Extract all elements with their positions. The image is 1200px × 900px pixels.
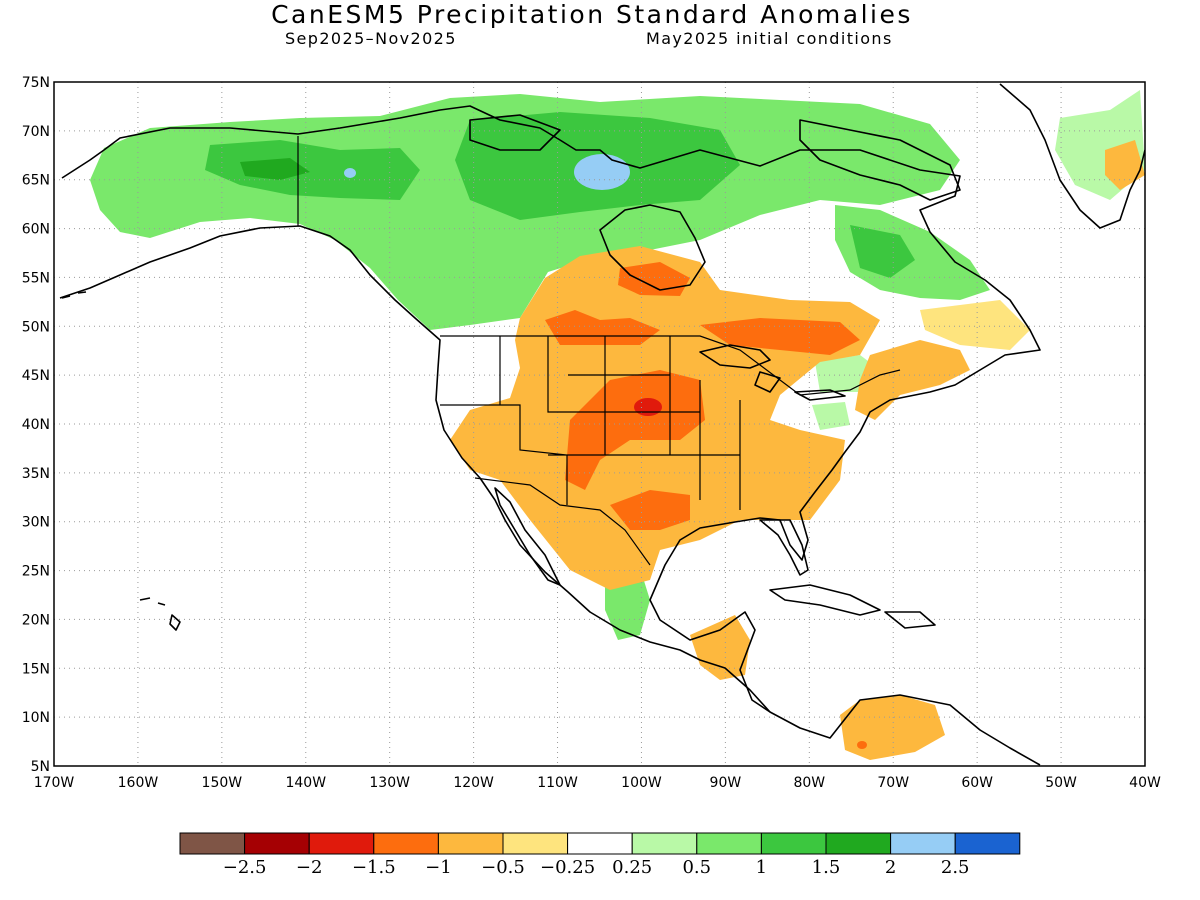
colorbar-swatch xyxy=(308,832,375,855)
longitude-label: 150W xyxy=(202,775,243,791)
colorbar-tick-label: −0.5 xyxy=(481,857,525,878)
wet-spot-yukon xyxy=(344,168,356,178)
longitude-label: 140W xyxy=(285,775,326,791)
dry-core-nebraska xyxy=(634,398,662,416)
colorbar-labels: −2.5 −2 −1.5 −1 −0.5 −0.25 0.25 0.5 1 1.5 2 2.5 xyxy=(223,857,970,878)
longitude-label: 60W xyxy=(961,775,993,791)
colorbar-swatch xyxy=(696,832,762,855)
latitude-label: 20N xyxy=(22,612,50,628)
colorbar-swatch xyxy=(179,832,246,855)
latitude-label: 5N xyxy=(31,759,50,775)
lat-lon-gridlines xyxy=(54,82,1145,766)
wet-region-ohio xyxy=(812,402,850,430)
wet-core-yukon xyxy=(205,140,420,200)
longitude-label: 80W xyxy=(793,775,825,791)
coastline-cuba xyxy=(769,584,881,616)
coastlines xyxy=(59,83,1145,766)
latitude-label: 45N xyxy=(22,368,50,384)
longitude-label: 70W xyxy=(877,775,909,791)
coastline-hudson-bay xyxy=(599,204,706,291)
longitude-label: 160W xyxy=(118,775,159,791)
latitude-label: 70N xyxy=(22,124,50,140)
coastline-hispaniola xyxy=(884,611,936,629)
colorbar-swatch xyxy=(760,832,827,855)
longitude-label: 170W xyxy=(34,775,75,791)
coastline-florida xyxy=(759,519,809,576)
colorbar-tick-label: 2 xyxy=(885,857,896,878)
longitude-axis-labels: 170W 160W 150W 140W 130W 120W 110W 100W 90W 80W 70… xyxy=(34,775,1161,791)
political-borders xyxy=(297,136,901,566)
dry-core-ontario xyxy=(700,318,860,355)
colorbar-tick-label: −2.5 xyxy=(223,857,267,878)
border-us-states xyxy=(440,336,741,510)
coastline-north-america xyxy=(61,105,1041,766)
colorbar-tick-label: −0.25 xyxy=(540,857,595,878)
dry-core-texas xyxy=(610,490,690,530)
border-us-canada xyxy=(440,335,901,396)
wet-region-labrador xyxy=(835,205,990,300)
dry-core-colombia xyxy=(857,741,867,749)
coastline-baja xyxy=(494,487,561,586)
map-frame xyxy=(53,81,1146,767)
wet-core-mackenzie xyxy=(240,158,310,180)
colorbar-swatch xyxy=(437,832,504,855)
colorbar-tick-label: 1.5 xyxy=(812,857,841,878)
longitude-label: 50W xyxy=(1045,775,1077,791)
colorbar-swatch xyxy=(890,832,956,855)
longitude-label: 100W xyxy=(621,775,662,791)
colorbar-swatch xyxy=(567,832,633,855)
longitude-label: 90W xyxy=(710,775,742,791)
border-us-mexico xyxy=(474,477,651,566)
longitude-label: 40W xyxy=(1129,775,1161,791)
colorbar-swatch xyxy=(373,832,439,855)
coastline-aleutians xyxy=(61,291,87,299)
dry-region-nova-scotia xyxy=(920,300,1030,350)
latitude-label: 50N xyxy=(22,319,50,335)
colorbar-tick-label: 0.25 xyxy=(612,857,652,878)
colorbar-swatch xyxy=(954,832,1021,855)
colorbar-tick-label: −1.5 xyxy=(352,857,396,878)
colorbar-swatch xyxy=(502,832,569,855)
wet-core-quebec xyxy=(850,225,915,278)
coastline-baffin-island xyxy=(799,119,961,201)
latitude-label: 15N xyxy=(22,661,50,677)
latitude-label: 60N xyxy=(22,222,50,238)
colorbar xyxy=(179,832,1021,855)
latitude-label: 10N xyxy=(22,710,50,726)
colorbar-tick-label: 1 xyxy=(756,857,767,878)
colorbar-tick-label: −1 xyxy=(425,857,452,878)
coastline-greenland xyxy=(999,83,1145,229)
coastline-victoria-island xyxy=(469,114,561,151)
latitude-label: 35N xyxy=(22,466,50,482)
coastline-great-lakes xyxy=(699,344,846,401)
latitude-label: 55N xyxy=(22,270,50,286)
latitude-label: 25N xyxy=(22,564,50,580)
longitude-label: 130W xyxy=(369,775,410,791)
initial-conditions-subtitle: May2025 initial conditions xyxy=(646,29,893,48)
latitude-label: 30N xyxy=(22,515,50,531)
colorbar-tick-label: −2 xyxy=(296,857,323,878)
colorbar-swatch xyxy=(244,832,310,855)
latitude-label: 75N xyxy=(22,75,50,91)
longitude-label: 110W xyxy=(537,775,578,791)
map-title: CanESM5 Precipitation Standard Anomalies xyxy=(271,0,913,29)
colorbar-swatch xyxy=(631,832,698,855)
colorbar-swatch xyxy=(825,832,892,855)
dry-region-greenland-east-tip xyxy=(1105,140,1145,190)
dry-region-northeast xyxy=(855,340,970,420)
wet-core-hudson-bay-lake xyxy=(574,154,630,190)
season-subtitle: Sep2025–Nov2025 xyxy=(285,29,457,48)
latitude-label: 40N xyxy=(22,417,50,433)
anomaly-shading xyxy=(90,90,1145,760)
colorbar-tick-label: 0.5 xyxy=(682,857,711,878)
latitude-label: 65N xyxy=(22,173,50,189)
colorbar-tick-label: 2.5 xyxy=(941,857,970,878)
latitude-axis-labels: 75N 70N 65N 60N 55N 50N 45N 40N 35N 30N 25N 20N 15N 1… xyxy=(22,75,50,775)
coastline-hawaii xyxy=(139,597,181,631)
dry-region-central-america xyxy=(690,615,750,680)
coastline-pacific xyxy=(59,225,771,713)
longitude-label: 120W xyxy=(453,775,494,791)
